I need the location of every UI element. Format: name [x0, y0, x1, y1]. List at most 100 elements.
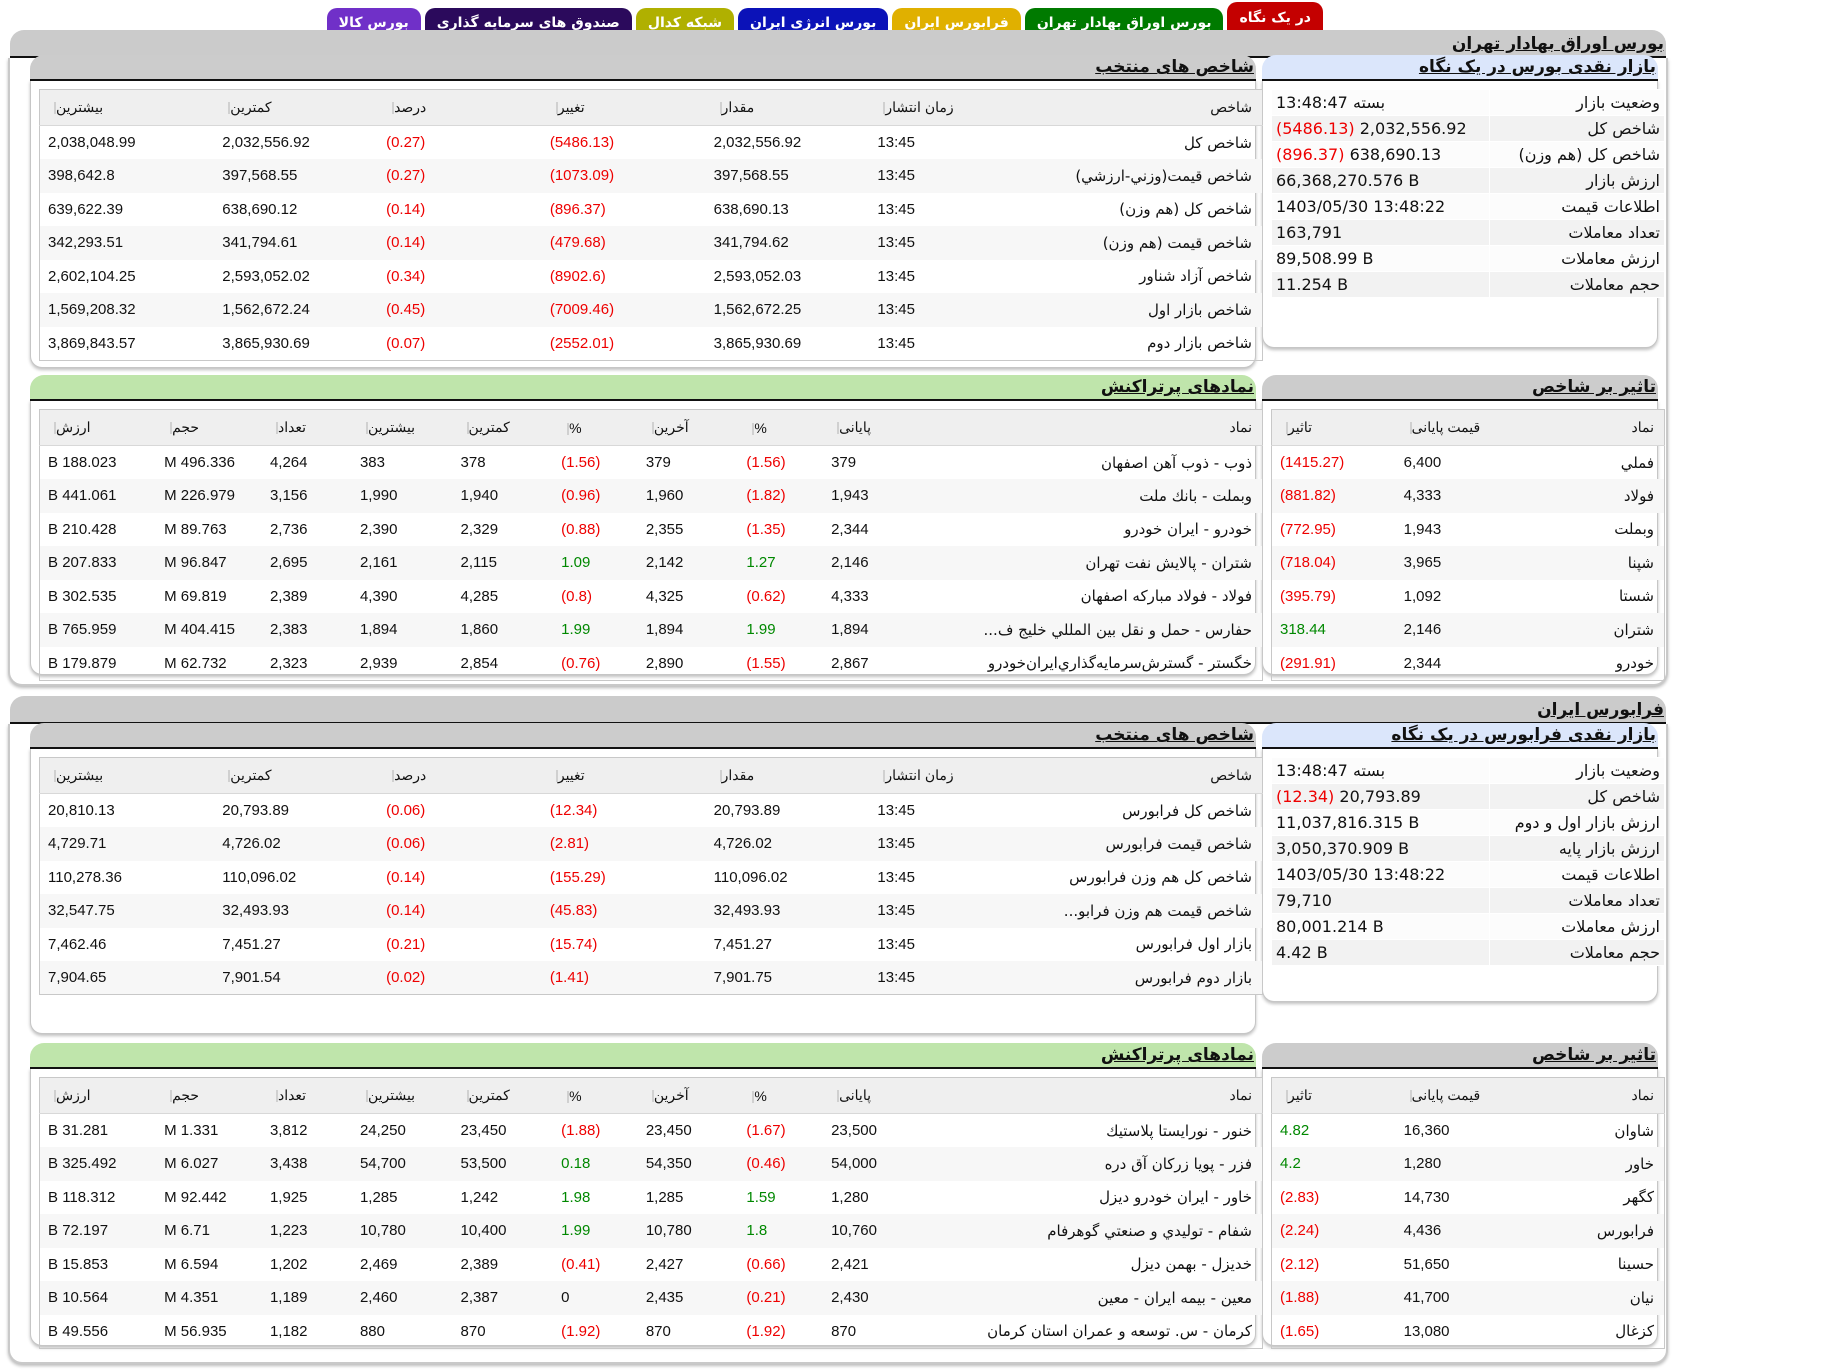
column-header[interactable]: پایانی: [823, 409, 924, 446]
index-row[interactable]: شاخص بازار دوم 13:45 3,865,930.69 (2552.01)…: [40, 327, 1263, 361]
index-row[interactable]: شاخص کل 13:45 2,032,556.92 (5486.13) (0.27) 2…: [40, 126, 1263, 160]
active-symbol-row[interactable]: خنور - نورايستا پلاستيك 23,500 (1.67) 23,45…: [40, 1114, 1263, 1148]
column-header[interactable]: آخرین: [637, 1077, 739, 1114]
active-symbol-row[interactable]: خاور - ايران خودرو ديزل 1,280 1.59 1,285 1.9…: [40, 1181, 1263, 1215]
active-symbol-row[interactable]: شفام - توليدي و صنعتي گوهرفام 10,760 1.8 10…: [39, 1214, 1263, 1248]
last-price: 54,350: [637, 1147, 739, 1181]
column-header[interactable]: تغییر: [541, 757, 706, 794]
column-header[interactable]: کمترین: [452, 409, 554, 446]
column-header[interactable]: تاثیر: [1271, 1077, 1396, 1114]
column-header[interactable]: بیشترین: [351, 409, 453, 446]
index-row[interactable]: شاخص قیمت فرابورس 13:45 4,726.02 (2.81) (0.0…: [39, 827, 1263, 861]
close-percent: (1.55): [746, 654, 786, 672]
column-header[interactable]: قیمت پایانی: [1395, 1077, 1531, 1114]
column-header[interactable]: بیشترین: [39, 757, 215, 794]
column-header[interactable]: زمان انتشار: [869, 757, 1023, 794]
column-header[interactable]: مقدار: [705, 757, 870, 794]
column-header[interactable]: کمترین: [452, 1077, 554, 1114]
active-symbol-row[interactable]: ذوب - ذوب آهن اصفهان 379 (1.56) 379 (1.56) 37…: [40, 446, 1263, 480]
column-header[interactable]: تعداد: [261, 1077, 352, 1114]
column-header[interactable]: کمترین: [214, 89, 379, 126]
trade-count: 2,323: [269, 654, 308, 672]
column-resize-handle: [466, 422, 469, 435]
column-header[interactable]: %: [553, 1077, 638, 1114]
column-header[interactable]: درصد: [378, 89, 542, 126]
impact-row[interactable]: نيان 41,700 (1.88): [1271, 1281, 1665, 1315]
impact-row[interactable]: خاور 1,280 4.2: [1271, 1147, 1665, 1181]
index-row[interactable]: شاخص کل فرابورس 13:45 20,793.89 (12.34) (0.0…: [40, 794, 1263, 828]
active-symbol-row[interactable]: خديزل - بهمن ديزل 2,421 (0.66) 2,427 (0.41) 2…: [40, 1248, 1263, 1282]
active-symbol-row[interactable]: حفارس - حمل و نقل بين المللي خليج ف... 1,…: [39, 613, 1263, 647]
index-row[interactable]: شاخص قیمت هم وزن فرابو... 13:45 32,493.93(…: [39, 894, 1263, 928]
column-header[interactable]: شاخص: [1022, 89, 1263, 126]
column-header[interactable]: حجم: [156, 409, 262, 446]
active-symbol-row[interactable]: فزر - پويا زركان آق دره 54,000 (0.46) 54,35…: [39, 1147, 1263, 1181]
impact-row[interactable]: شستا 1,092 (395.79): [1272, 580, 1665, 614]
impact-row[interactable]: حسينا 51,650 (2.12): [1272, 1248, 1665, 1282]
trade-volume: 1.331 M: [164, 1122, 219, 1139]
column-header[interactable]: تغییر: [541, 89, 706, 126]
index-row[interactable]: بازار اول فرابورس 13:45 7,451.27 (15.74) (0.…: [40, 928, 1263, 962]
impact-row[interactable]: وبملت 1,943 (772.95): [1272, 513, 1665, 547]
column-header[interactable]: مقدار: [705, 89, 870, 126]
column-header-label: بیشترین: [367, 419, 416, 435]
impact-row[interactable]: فملي 6,400 (1415.27): [1272, 446, 1665, 480]
impact-row[interactable]: فولاد 4,333 (881.82): [1271, 479, 1665, 513]
summary-row: وضعیت بازار بسته 13:48:47: [1271, 757, 1665, 784]
column-header[interactable]: نماد: [1530, 409, 1665, 446]
index-row[interactable]: شاخص بازار اول 13:45 1,562,672.25 (7009.46)…: [39, 293, 1263, 327]
active-symbol-row[interactable]: وبملت - بانك ملت 1,943 (1.82) 1,960 (0.96) 1,…: [39, 479, 1263, 513]
impact-row[interactable]: فرابورس 4,436 (2.24): [1271, 1214, 1665, 1248]
column-header[interactable]: کمترین: [214, 757, 379, 794]
tab-overview[interactable]: در یک نگاه: [1227, 2, 1323, 34]
column-header[interactable]: حجم: [156, 1077, 262, 1114]
index-high: 32,547.75: [39, 894, 215, 928]
impact-row[interactable]: کگهر 14,730 (2.83): [1272, 1181, 1665, 1215]
column-resize-handle: [228, 770, 231, 783]
index-row[interactable]: شاخص آزاد شناور 13:45 2,593,052.03 (8902.6)…: [40, 260, 1263, 294]
last-percent: (0.8): [561, 587, 592, 605]
active-symbol-row[interactable]: خگستر - گسترش‌سرمايه‌گذاري‌ايران‌خودرو 2,…: [40, 647, 1263, 681]
index-row[interactable]: بازار دوم فرابورس 13:45 7,901.75 (1.41) (0.0…: [39, 961, 1263, 995]
active-symbol-row[interactable]: كرمان - س. توسعه و عمران استان كرمان 870 (…: [40, 1315, 1263, 1349]
column-header[interactable]: تعداد: [261, 409, 352, 446]
column-header[interactable]: تاثیر: [1271, 409, 1396, 446]
column-header[interactable]: بیشترین: [39, 89, 215, 126]
column-header[interactable]: %: [738, 409, 824, 446]
high-price: 383: [359, 454, 385, 471]
index-value: 2,593,052.03: [713, 267, 802, 285]
column-header-label: آخرین: [653, 419, 689, 435]
summary-label: ارزش بازار پایه: [1489, 835, 1665, 862]
column-header[interactable]: ارزش: [39, 1077, 157, 1114]
column-header[interactable]: درصد: [378, 757, 542, 794]
active-symbol-row[interactable]: معين - بيمه ايران - معين 2,430 (0.21) 2,435…: [39, 1281, 1263, 1315]
column-header[interactable]: زمان انتشار: [869, 89, 1023, 126]
column-header[interactable]: نماد: [1530, 1077, 1665, 1114]
impact-row[interactable]: کزغال 13,080 (1.65): [1272, 1315, 1665, 1349]
active-symbol-row[interactable]: شتران - پالايش نفت تهران 2,146 1.27 2,142 1.…: [39, 546, 1263, 580]
column-header[interactable]: قیمت پایانی: [1395, 409, 1531, 446]
impact-row[interactable]: شپنا 3,965 (718.04): [1271, 546, 1665, 580]
active-symbol-row[interactable]: فولاد - فولاد مباركه اصفهان 4,333 (0.62) 4,…: [40, 580, 1263, 614]
column-header[interactable]: بیشترین: [351, 1077, 453, 1114]
impact-row[interactable]: شتران 2,146 318.44: [1271, 613, 1665, 647]
column-header[interactable]: ارزش: [39, 409, 157, 446]
index-name: شاخص کل (هم وزن): [1119, 200, 1252, 219]
column-header[interactable]: %: [553, 409, 638, 446]
column-header[interactable]: نماد: [923, 1077, 1263, 1114]
summary-row: اطلاعات قیمت 1403/05/30 13:48:22: [1271, 193, 1665, 220]
column-header[interactable]: نماد: [923, 409, 1263, 446]
index-row[interactable]: شاخص کل هم وزن فرابورس 13:45 110,096.02 (15…: [40, 861, 1263, 895]
low-price: 2,387: [452, 1281, 554, 1315]
column-header[interactable]: آخرین: [637, 409, 739, 446]
column-header[interactable]: پایانی: [823, 1077, 924, 1114]
active-symbol-row[interactable]: خودرو - ايران خودرو 2,344 (1.35) 2,355 (0.88…: [40, 513, 1263, 547]
index-row[interactable]: شاخص کل (هم وزن) 13:45 638,690.13 (896.37) (…: [40, 193, 1263, 227]
index-row[interactable]: شاخص قیمت (هم وزن) 13:45 341,794.62 (479.68…: [39, 226, 1263, 260]
impact-row[interactable]: شاوان 16,360 4.82: [1272, 1114, 1665, 1148]
impact-row[interactable]: خودرو 2,344 (291.91): [1272, 647, 1665, 681]
column-header[interactable]: %: [738, 1077, 824, 1114]
index-row[interactable]: شاخص قیمت(وزني-ارزشي) 13:45 397,568.55 (107…: [39, 159, 1263, 193]
ifb-summary-table: وضعیت بازار بسته 13:48:47 شاخص کل (12.34) 2…: [1271, 757, 1665, 966]
column-header[interactable]: شاخص: [1022, 757, 1263, 794]
